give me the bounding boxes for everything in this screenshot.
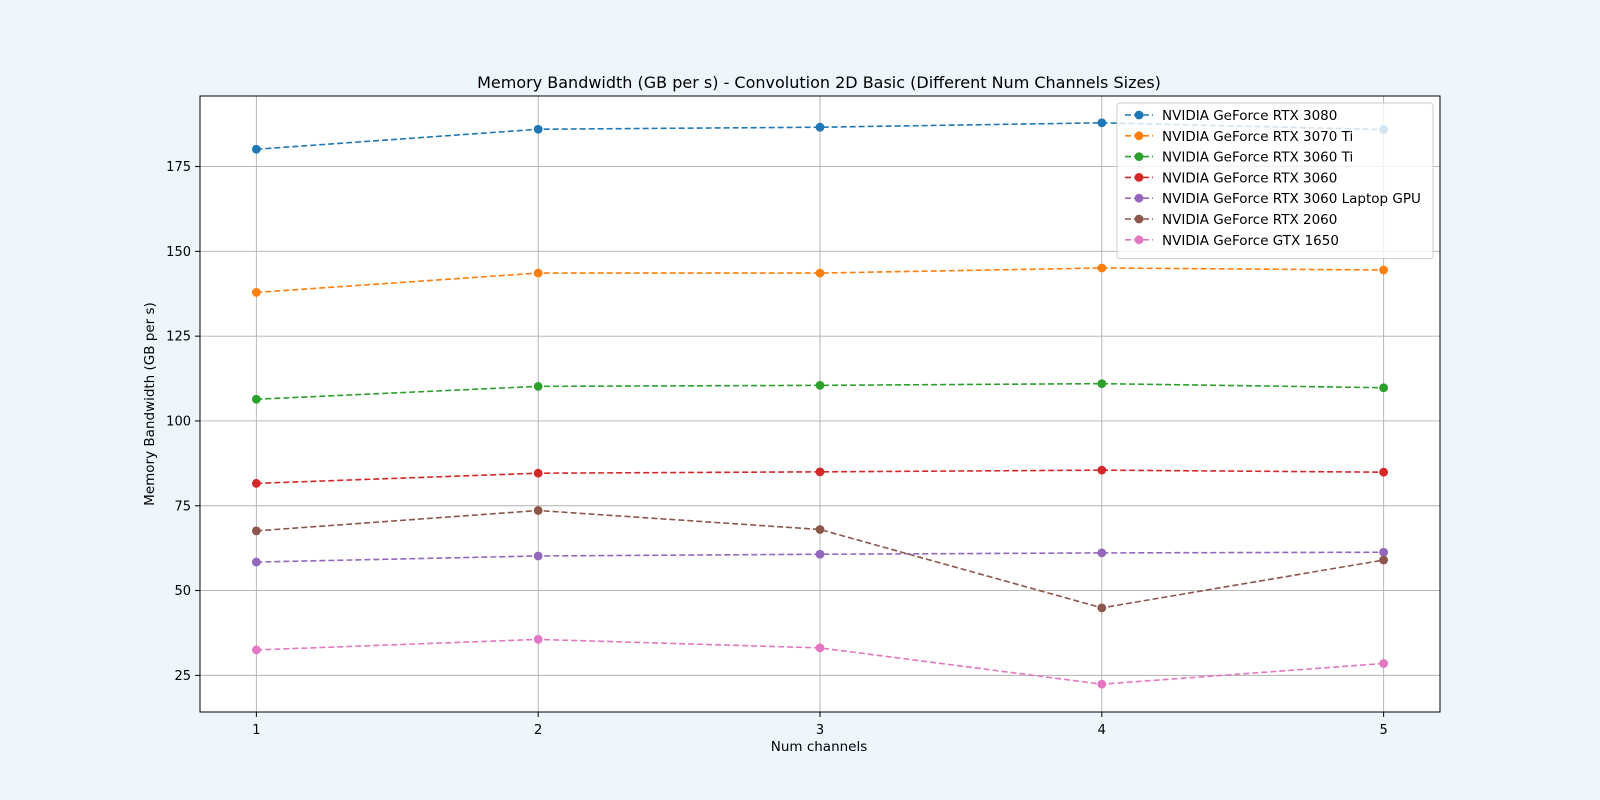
legend-label: NVIDIA GeForce RTX 3060 Laptop GPU: [1162, 191, 1421, 207]
legend-label: NVIDIA GeForce RTX 3080: [1162, 108, 1337, 124]
legend-label: NVIDIA GeForce GTX 1650: [1162, 233, 1339, 249]
data-point: [1097, 679, 1107, 689]
series-line: [256, 267, 1384, 294]
data-point: [1379, 547, 1389, 557]
chart-title: Memory Bandwidth (GB per s) - Convolutio…: [477, 73, 1161, 92]
legend-marker: [1134, 193, 1144, 203]
data-point: [1097, 379, 1107, 389]
legend-box: [1116, 102, 1434, 260]
x-tick-label: 5: [1379, 723, 1387, 738]
legend-entry: NVIDIA GeForce GTX 1650: [1125, 233, 1339, 249]
legend-label: NVIDIA GeForce RTX 2060: [1162, 212, 1337, 228]
legend-label: NVIDIA GeForce RTX 3060 Ti: [1162, 150, 1353, 166]
data-point: [815, 643, 825, 653]
series-group: [251, 547, 1389, 567]
y-tick-label: 50: [174, 584, 191, 599]
legend-entry: NVIDIA GeForce RTX 3060 Laptop GPU: [1125, 191, 1421, 207]
y-tick-label: 125: [166, 330, 191, 345]
x-axis-title: Num channels: [771, 739, 868, 755]
x-tick-label: 4: [1098, 723, 1106, 738]
data-point: [251, 557, 261, 567]
data-point: [1097, 603, 1107, 613]
data-point: [1097, 465, 1107, 475]
data-point: [533, 268, 543, 278]
legend-entry: NVIDIA GeForce RTX 2060: [1125, 212, 1337, 228]
data-point: [251, 526, 261, 536]
legend-marker: [1134, 235, 1144, 245]
data-point: [251, 478, 261, 488]
data-point: [815, 467, 825, 477]
series-group: [251, 506, 1389, 613]
x-tick-label: 2: [534, 723, 542, 738]
data-point: [533, 124, 543, 134]
series-group: [251, 635, 1389, 689]
data-point: [251, 288, 261, 297]
y-axis-title: Memory Bandwidth (GB per s): [142, 302, 158, 506]
y-axis: 25 50 75 100 125 150 175: [166, 160, 200, 684]
series-group: [251, 465, 1389, 488]
legend-label: NVIDIA GeForce RTX 3060: [1162, 170, 1337, 186]
legend-entry: NVIDIA GeForce RTX 3070 Ti: [1125, 129, 1353, 145]
legend: NVIDIA GeForce RTX 3080 NVIDIA GeForce RT…: [1116, 102, 1434, 260]
data-point: [1097, 263, 1107, 273]
legend-marker: [1134, 173, 1144, 182]
data-point: [815, 380, 825, 390]
legend-marker: [1134, 110, 1144, 120]
data-point: [533, 381, 543, 391]
legend-label: NVIDIA GeForce RTX 3070 Ti: [1162, 129, 1353, 145]
legend-entry: NVIDIA GeForce RTX 3060 Ti: [1125, 150, 1353, 166]
x-axis: 1 2 3 4 5: [252, 712, 1388, 738]
data-point: [815, 525, 825, 534]
y-tick-label: 175: [166, 160, 191, 175]
data-point: [815, 549, 825, 559]
legend-marker: [1134, 152, 1144, 162]
data-point: [815, 268, 825, 278]
data-point: [251, 645, 261, 655]
data-point: [1379, 467, 1389, 477]
y-tick-label: 100: [166, 414, 191, 429]
data-point: [251, 144, 261, 154]
data-point: [533, 635, 543, 644]
data-point: [815, 122, 825, 132]
data-point: [1379, 659, 1389, 668]
data-point: [533, 551, 543, 561]
data-point: [1379, 383, 1389, 393]
x-tick-label: 1: [252, 723, 260, 738]
y-tick-label: 25: [174, 669, 191, 684]
data-point: [533, 468, 543, 478]
y-tick-label: 150: [166, 245, 191, 260]
series-group: [251, 379, 1389, 404]
data-point: [251, 394, 261, 404]
legend-marker: [1134, 214, 1144, 224]
data-point: [1097, 548, 1107, 558]
legend-entry: NVIDIA GeForce RTX 3060: [1125, 170, 1337, 186]
data-point: [1379, 265, 1389, 275]
data-point: [1379, 555, 1389, 565]
legend-marker: [1134, 131, 1144, 141]
x-tick-label: 3: [816, 723, 824, 738]
data-point: [1097, 118, 1107, 128]
y-tick-label: 75: [174, 499, 191, 514]
data-point: [533, 506, 543, 515]
series-group: [251, 263, 1389, 297]
legend-entry: NVIDIA GeForce RTX 3080: [1125, 108, 1337, 124]
